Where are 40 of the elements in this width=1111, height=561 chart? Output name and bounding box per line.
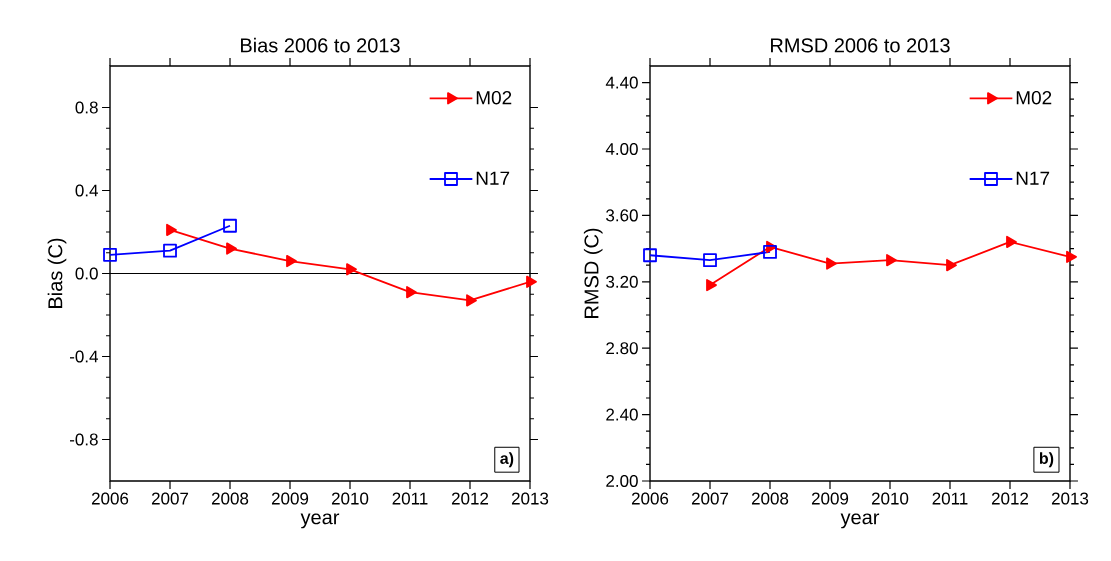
x-tick-label: 2012 — [991, 492, 1029, 505]
x-tick-label: 2013 — [511, 492, 549, 505]
y-tick-label: -0.4 — [69, 350, 99, 363]
x-tick-label: 2010 — [331, 492, 369, 505]
y-tick-label: 2.40 — [606, 408, 638, 421]
y-axis-title: RMSD (C) — [583, 228, 603, 318]
legend-label: M02 — [476, 90, 512, 105]
y-tick-label: 2.80 — [606, 342, 638, 355]
x-tick-label: 2006 — [91, 492, 129, 505]
y-tick-label: 2.00 — [606, 474, 638, 488]
y-tick-label: 0.0 — [75, 267, 98, 280]
y-tick-label: 0.8 — [75, 101, 98, 114]
x-tick-label: 2011 — [392, 492, 428, 505]
y-tick-label: 0.4 — [75, 184, 99, 197]
y-tick-label: 3.60 — [606, 209, 638, 222]
x-axis-title: year — [300, 513, 340, 529]
y-tick-label: 4.00 — [605, 142, 638, 156]
y-axis-title: Bias (C) — [47, 238, 67, 308]
x-tick-label: 2006 — [631, 492, 669, 505]
y-tick-label: 4.40 — [605, 76, 638, 89]
x-tick-label: 2009 — [811, 492, 849, 505]
x-axis-title: year — [840, 513, 880, 529]
x-tick-label: 2008 — [751, 492, 789, 505]
x-tick-label: 2007 — [151, 492, 189, 505]
legend-label: N17 — [1016, 171, 1050, 185]
x-tick-label: 2010 — [871, 492, 909, 505]
x-tick-label: 2013 — [1051, 492, 1089, 505]
legend-label: N17 — [476, 171, 510, 185]
annotation: a) — [500, 452, 514, 468]
x-tick-label: 2008 — [211, 492, 249, 505]
x-tick-label: 2011 — [932, 492, 968, 505]
y-tick-label: -0.8 — [69, 433, 98, 446]
y-tick-label: 3.20 — [606, 275, 638, 288]
x-tick-label: 2012 — [451, 492, 489, 505]
x-tick-label: 2007 — [691, 492, 729, 505]
legend-label: M02 — [1016, 90, 1052, 105]
annotation: b) — [1039, 452, 1054, 468]
chart-title: Bias 2006 to 2013 — [241, 37, 400, 53]
x-tick-label: 2009 — [271, 492, 309, 505]
chart-title: RMSD 2006 to 2013 — [771, 38, 950, 53]
